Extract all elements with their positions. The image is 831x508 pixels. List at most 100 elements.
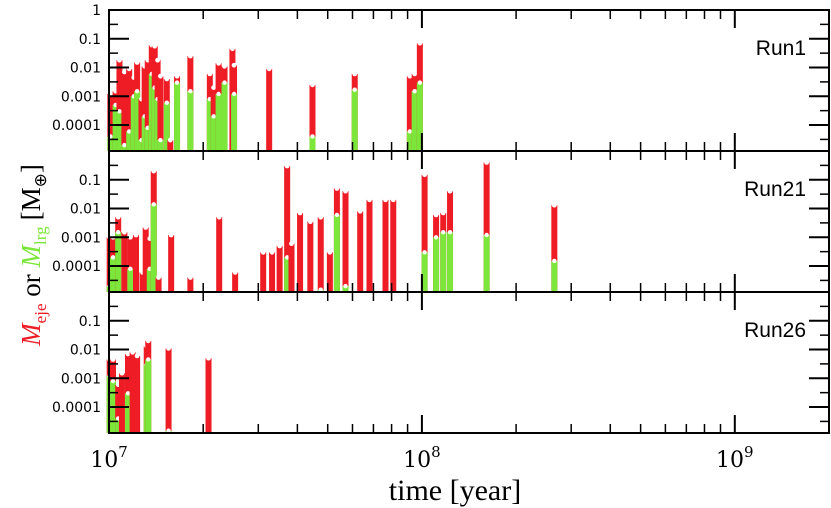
marker-lrg-run26-8: [146, 357, 151, 362]
bar-lrg-run21-2: [115, 232, 122, 292]
marker-lrg-run21-33: [447, 230, 453, 235]
bar-eje-run21-30: [421, 174, 428, 292]
y-label-unit: [M: [16, 187, 46, 220]
bar-lrg-run21-35: [551, 260, 558, 292]
marker-eje-run1-2: [117, 57, 122, 63]
y-tick-label-run26-2: 0.01: [70, 343, 101, 359]
marker-eje-run21-11: [168, 232, 174, 238]
y-tick-label-run21-2: 0.01: [70, 202, 101, 218]
panel-run26: 0.1 0.01 0.001 0.0001 Run26: [52, 291, 830, 434]
marker-eje-run21-9: [151, 168, 157, 174]
run-label-run26: Run26: [744, 319, 806, 342]
run-label-run21: Run21: [744, 178, 806, 201]
marker-eje-run1-22: [230, 46, 235, 52]
y-tick-label-run1-3: 0.001: [61, 89, 101, 105]
marker-eje-run26-6: [134, 353, 140, 359]
marker-eje-run26-8: [145, 338, 151, 344]
bar-eje-run1-24: [266, 68, 273, 151]
x-axis-tick-labels: 107 108 109: [90, 443, 753, 473]
marker-eje-run21-30: [422, 172, 427, 178]
marker-eje-run1-23: [231, 62, 237, 68]
marker-eje-run21-33: [447, 188, 453, 194]
bar-eje-run1-0: [107, 93, 114, 151]
bar-eje-run21-19: [288, 243, 295, 292]
marker-eje-run21-13: [216, 214, 222, 220]
marker-lrg-run1-13: [158, 137, 163, 143]
bar-eje-run21-29: [390, 199, 397, 292]
marker-eje-run26-4: [125, 351, 131, 357]
bar-eje-run21-15: [260, 252, 267, 292]
bar-eje-run21-4: [127, 237, 134, 292]
marker-eje-run26-3: [119, 370, 125, 376]
bar-eje-run21-20: [297, 212, 304, 292]
marker-lrg-run1-20: [216, 91, 221, 97]
bar-lrg-run1-21: [221, 82, 228, 151]
y-tick-label-run1-1: 0.1: [79, 32, 101, 48]
marker-eje-run21-26: [357, 208, 363, 214]
x-tick-label-0: 107: [90, 443, 128, 473]
bar-eje-run21-3: [121, 232, 128, 292]
bar-eje-run21-22: [317, 217, 324, 292]
marker-lrg-run1-26: [352, 87, 357, 92]
marker-eje-run1-12: [155, 57, 161, 63]
marker-eje-run1-17: [187, 53, 193, 59]
marker-eje-run21-32: [440, 210, 446, 216]
bar-lrg-run1-29: [416, 82, 423, 151]
marker-lrg-run21-18: [284, 255, 290, 260]
marker-lrg-run21-1: [110, 255, 116, 260]
bar-eje-run1-25: [309, 84, 316, 151]
marker-eje-run1-25: [310, 82, 315, 88]
panel-run1: 1 0.1 0.01 0.001 0.0001 Run1: [52, 3, 830, 152]
bar-eje-run21-17: [276, 245, 283, 292]
marker-eje-run26-10: [206, 355, 211, 361]
marker-lrg-run21-34: [484, 232, 489, 238]
bar-eje-run1-7: [138, 99, 145, 151]
bar-lrg-run1-20: [215, 93, 222, 151]
marker-lrg-run26-9: [166, 428, 171, 433]
marker-eje-run21-20: [297, 210, 303, 216]
bar-eje-run21-27: [366, 199, 373, 292]
marker-eje-run26-5: [130, 349, 136, 355]
bar-lrg-run1-17: [187, 91, 194, 151]
marker-eje-run1-14: [164, 76, 170, 82]
bar-eje-run21-11: [168, 234, 175, 292]
bar-lrg-run26-8: [145, 359, 152, 433]
bar-lrg-run1-7: [138, 140, 145, 151]
bar-lrg-run21-4: [127, 268, 134, 292]
bar-lrg-run1-4: [126, 131, 133, 151]
marker-eje-run21-17: [277, 243, 283, 249]
y-tick-label-run26-1: 0.1: [79, 314, 101, 330]
marker-eje-run1-26: [352, 71, 358, 77]
marker-lrg-run1-28: [412, 89, 417, 94]
marker-lrg-run1-25: [310, 134, 315, 139]
marker-lrg-run1-19: [211, 114, 216, 119]
marker-eje-run21-31: [433, 212, 439, 218]
marker-eje-run1-28: [412, 71, 418, 77]
marker-eje-run21-28: [383, 197, 388, 203]
bar-eje-run1-15: [167, 140, 174, 151]
bar-lrg-run1-5: [130, 96, 137, 151]
x-tick-label-2: 109: [716, 443, 754, 473]
panels-layer: 1 0.1 0.01 0.001 0.0001 Run1 0.1 0.01 0.001 0.000…: [52, 3, 830, 434]
marker-lrg-run21-32: [441, 230, 446, 235]
bar-eje-run21-35: [551, 205, 558, 292]
bar-eje-run1-8: [141, 66, 148, 151]
y-axis-label: Meje or Mlrg [M⊕]: [16, 164, 50, 347]
bar-eje-run21-21: [307, 221, 314, 292]
y-tick-label-run21-1: 0.1: [79, 173, 101, 189]
bar-lrg-run1-16: [174, 82, 181, 151]
bar-eje-run21-16: [269, 252, 276, 292]
bar-lrg-run1-6: [134, 91, 141, 151]
bar-lrg-run26-4: [124, 393, 131, 433]
bar-lrg-run1-25: [309, 136, 316, 151]
marker-eje-run21-29: [390, 197, 396, 203]
bar-lrg-run1-13: [157, 140, 164, 151]
bar-eje-run21-25: [342, 191, 349, 292]
bar-lrg-run21-34: [483, 234, 490, 292]
bar-lrg-run26-2: [115, 418, 122, 433]
bar-eje-run21-34: [483, 162, 490, 292]
bar-lrg-run1-28: [411, 91, 418, 151]
bar-lrg-run21-18: [284, 257, 291, 292]
bar-lrg-run1-14: [163, 102, 170, 151]
marker-eje-run21-19: [289, 241, 294, 247]
